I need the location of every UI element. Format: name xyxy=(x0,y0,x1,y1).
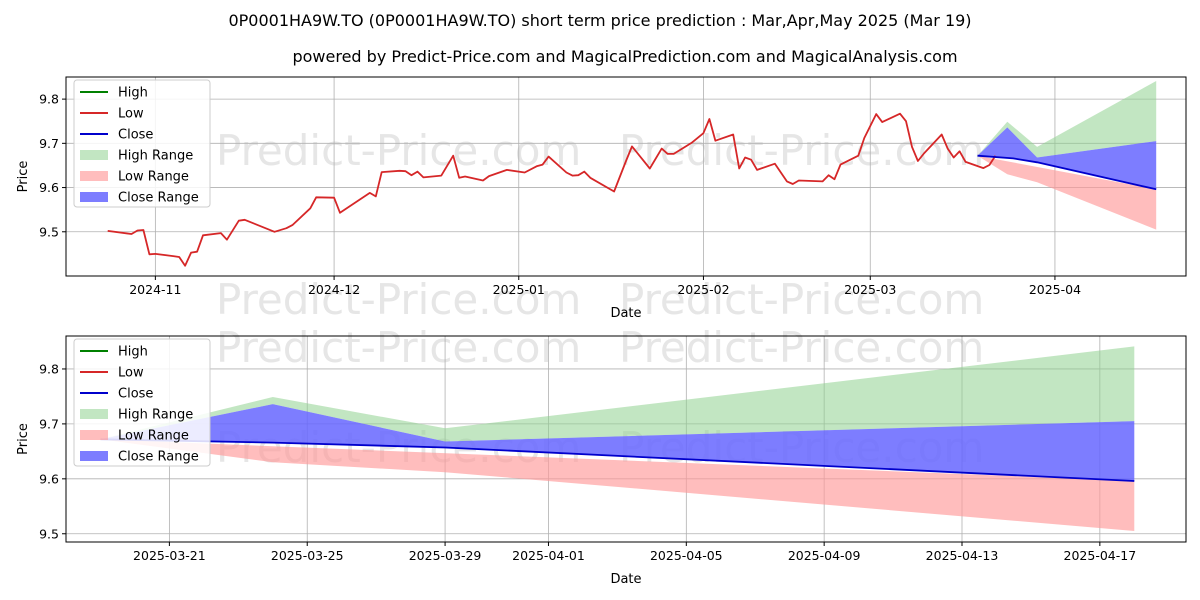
x-tick-label: 2025-04-17 xyxy=(1064,548,1137,563)
legend-swatch-high-range xyxy=(80,409,108,419)
legend-label-close-range: Close Range xyxy=(118,191,199,206)
y-tick-label: 9.7 xyxy=(39,416,59,431)
legend-swatch-high-range xyxy=(80,150,108,160)
y-tick-label: 9.8 xyxy=(39,361,59,376)
x-tick-label: 2025-04-09 xyxy=(788,548,861,563)
x-tick-label: 2025-04-13 xyxy=(926,548,999,563)
watermark-text: Predict-Price.com xyxy=(619,275,984,324)
legend-label-low: Low xyxy=(118,366,144,381)
x-tick-label: 2024-11 xyxy=(129,282,181,297)
legend-swatch-close-range xyxy=(80,451,108,461)
legend-label-high: High xyxy=(118,86,148,101)
x-tick-label: 2025-03-25 xyxy=(271,548,344,563)
plot-frame xyxy=(65,76,1187,277)
y-tick-label: 9.8 xyxy=(39,92,59,107)
y-tick-label: 9.5 xyxy=(39,526,59,541)
x-tick-label: 2025-03 xyxy=(844,282,896,297)
watermark-text: Predict-Price.com xyxy=(619,126,984,175)
y-tick-label: 9.6 xyxy=(39,471,59,486)
top-panel: Predict-Price.com Predict-Price.com Predic… xyxy=(16,76,1187,324)
y-tick-label: 9.7 xyxy=(39,136,59,151)
watermark-text: Predict-Price.com xyxy=(216,323,581,372)
high-range-band xyxy=(977,81,1157,158)
x-tick-label: 2024-12 xyxy=(308,282,360,297)
x-tick-label: 2025-03-29 xyxy=(409,548,482,563)
legend-label-low-range: Low Range xyxy=(118,170,189,185)
legend-label-high: High xyxy=(118,345,148,360)
bottom-panel: Predict-Price.com Predict-Price.comPredic… xyxy=(16,323,1187,587)
high-range-band xyxy=(100,346,1135,442)
low-range-band xyxy=(977,155,1157,230)
plot-frame xyxy=(65,335,1187,543)
low-range-band xyxy=(100,439,1135,531)
watermark-text: Predict-Price.com xyxy=(619,323,984,372)
legend-label-low: Low xyxy=(118,107,144,122)
low-series-line xyxy=(107,112,997,267)
close-range-band xyxy=(977,127,1157,190)
close-range-band xyxy=(100,404,1135,481)
legend-swatch-low-range xyxy=(80,430,108,440)
watermark-text: Predict-Price.com xyxy=(216,275,581,324)
legend-swatch-close-range xyxy=(80,192,108,202)
legend-label-close: Close xyxy=(118,387,153,402)
x-tick-label: 2025-04-05 xyxy=(650,548,723,563)
x-tick-label: 2025-04-01 xyxy=(512,548,585,563)
x-axis-label: Date xyxy=(610,572,641,587)
y-axis-label: Price xyxy=(16,423,31,455)
legend-label-low-range: Low Range xyxy=(118,429,189,444)
x-tick-label: 2025-02 xyxy=(677,282,729,297)
chart-title: 0P0001HA9W.TO (0P0001HA9W.TO) short term… xyxy=(228,11,971,30)
x-tick-label: 2025-04 xyxy=(1029,282,1081,297)
x-tick-label: 2025-03-21 xyxy=(133,548,206,563)
legend-label-high-range: High Range xyxy=(118,149,193,164)
legend-label-close-range: Close Range xyxy=(118,450,199,465)
y-tick-label: 9.5 xyxy=(39,224,59,239)
y-axis-label: Price xyxy=(16,161,31,193)
legend: High Low Close High Range Low Range Close Ran… xyxy=(73,79,211,208)
legend-swatch-low-range xyxy=(80,171,108,181)
legend-label-high-range: High Range xyxy=(118,408,193,423)
watermark-text: Predict-Price.com xyxy=(216,126,581,175)
x-tick-label: 2025-01 xyxy=(493,282,545,297)
x-axis-label: Date xyxy=(610,306,641,321)
y-tick-label: 9.6 xyxy=(39,180,59,195)
chart-subtitle: powered by Predict-Price.com and Magical… xyxy=(292,47,957,66)
legend: High Low Close High Range Low Range Close Ran… xyxy=(73,338,211,467)
legend-label-close: Close xyxy=(118,128,153,143)
close-series-line xyxy=(977,154,1157,191)
